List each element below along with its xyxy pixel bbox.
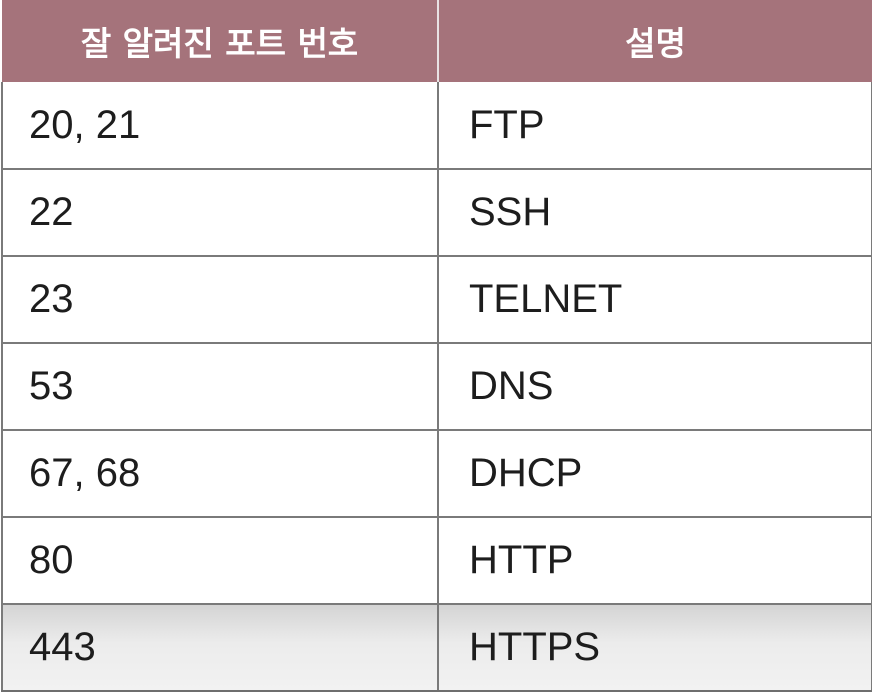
header-port-number: 잘 알려진 포트 번호 bbox=[2, 0, 439, 82]
table-row: 22 SSH bbox=[1, 169, 872, 257]
port-cell: 20, 21 bbox=[1, 82, 439, 170]
header-row: 잘 알려진 포트 번호 설명 bbox=[2, 0, 872, 82]
table-row: 53 DNS bbox=[1, 343, 872, 431]
header-description: 설명 bbox=[438, 0, 872, 82]
port-cell: 23 bbox=[1, 256, 439, 344]
port-cell: 53 bbox=[1, 343, 439, 431]
service-cell: FTP bbox=[438, 82, 872, 170]
table-row: 443 HTTPS bbox=[1, 604, 872, 692]
service-cell: TELNET bbox=[438, 256, 872, 344]
table-header: 잘 알려진 포트 번호 설명 bbox=[2, 0, 872, 82]
service-cell: SSH bbox=[438, 169, 872, 257]
service-cell: DHCP bbox=[438, 430, 872, 518]
service-cell: HTTP bbox=[438, 517, 872, 605]
table-body: 20, 21 FTP 22 SSH 23 TELNET 53 DNS 67, 6… bbox=[1, 82, 872, 692]
bottom-margin bbox=[0, 692, 872, 698]
port-cell: 67, 68 bbox=[1, 430, 439, 518]
port-cell: 443 bbox=[1, 604, 439, 692]
table-row: 20, 21 FTP bbox=[1, 82, 872, 170]
service-cell: DNS bbox=[438, 343, 872, 431]
table-row: 23 TELNET bbox=[1, 256, 872, 344]
port-cell: 22 bbox=[1, 169, 439, 257]
service-cell: HTTPS bbox=[438, 604, 872, 692]
port-cell: 80 bbox=[1, 517, 439, 605]
table-row: 80 HTTP bbox=[1, 517, 872, 605]
table-row: 67, 68 DHCP bbox=[1, 430, 872, 518]
